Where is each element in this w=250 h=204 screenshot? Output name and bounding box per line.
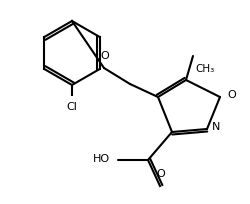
Text: O: O <box>227 90 236 100</box>
Text: HO: HO <box>93 154 110 164</box>
Text: Cl: Cl <box>66 102 78 112</box>
Text: O: O <box>156 169 166 179</box>
Text: CH₃: CH₃ <box>195 64 214 74</box>
Text: O: O <box>100 51 110 61</box>
Text: N: N <box>212 122 220 132</box>
